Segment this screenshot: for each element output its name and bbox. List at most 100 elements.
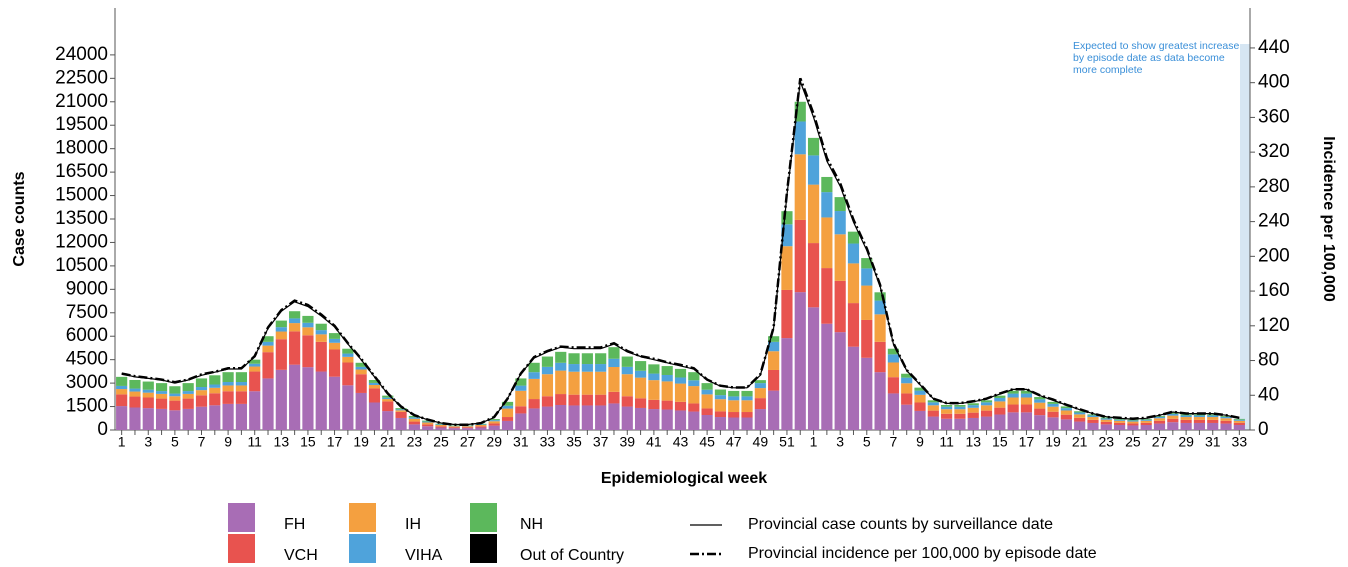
x-tick-label: 37: [593, 434, 609, 450]
bar-segment: [422, 422, 434, 425]
bar-segment: [1140, 418, 1152, 420]
bar-segment: [714, 417, 727, 430]
bar-segment: [515, 378, 527, 386]
bar-segment: [342, 353, 354, 357]
bar-segment: [1127, 425, 1139, 430]
bar-segment: [1114, 424, 1126, 430]
bar-segment: [209, 387, 221, 394]
bar-segment: [142, 392, 154, 398]
bar-segment: [768, 369, 780, 391]
bar-segment: [1074, 414, 1086, 418]
bar-segment: [768, 390, 780, 430]
bar-segment: [634, 377, 647, 399]
bar-segment: [116, 389, 128, 395]
legend-label: VIHA: [405, 547, 443, 564]
bar-segment: [581, 364, 593, 372]
bar-segment: [1034, 399, 1046, 403]
bar-segment: [781, 224, 793, 247]
bar-segment: [289, 311, 301, 319]
bar-segment: [794, 154, 806, 220]
x-tick-label: 13: [274, 434, 290, 450]
y2-tick-label: 0: [1258, 419, 1269, 440]
bar-segment: [1060, 419, 1072, 430]
bar-segment: [262, 378, 274, 430]
bar-segment: [515, 390, 527, 407]
bar-segment: [488, 423, 500, 426]
bar-segment: [116, 376, 128, 386]
bar-segment: [901, 383, 913, 394]
x-tick-label: 29: [486, 434, 502, 450]
bar-segment: [488, 421, 500, 424]
bar-segment: [541, 356, 554, 367]
bar-segment: [342, 385, 354, 430]
y-tick-label: 21000: [55, 91, 108, 112]
y2-axis-label: Incidence per 100,000: [1320, 136, 1337, 302]
bar-segment: [195, 387, 208, 391]
bar-segment: [315, 341, 327, 372]
bar-segment: [1007, 397, 1019, 405]
bar-segment: [195, 390, 208, 396]
bar-segment: [1100, 417, 1112, 419]
bar-segment: [821, 268, 833, 324]
bar-segment: [728, 396, 740, 401]
bar-segment: [515, 413, 527, 430]
bar-segment: [1220, 418, 1232, 421]
bar-segment: [155, 408, 168, 430]
bar-segment: [262, 341, 274, 346]
bar-segment: [914, 402, 926, 411]
bar-segment: [555, 404, 567, 430]
bar-segment: [555, 370, 567, 395]
bar-segment: [568, 405, 580, 430]
bar-segment: [887, 393, 899, 430]
bar-segment: [648, 409, 660, 430]
bar-segment: [954, 406, 966, 410]
bar-segment: [914, 410, 926, 430]
bar-segment: [861, 268, 873, 286]
legend-label: NH: [520, 516, 543, 533]
bar-segment: [235, 391, 247, 404]
bar-segment: [754, 380, 766, 384]
bar-segment: [515, 385, 527, 391]
bar-segment: [1087, 417, 1099, 420]
bar-segment: [1047, 403, 1059, 407]
bar-segment: [435, 423, 447, 425]
bar-segment: [754, 388, 766, 399]
bar-segment: [874, 292, 886, 301]
bar-segment: [501, 420, 514, 430]
y2-tick-label: 200: [1258, 245, 1290, 266]
bar-segment: [368, 388, 381, 403]
bar-segment: [874, 341, 886, 373]
bar-segment: [714, 411, 727, 418]
bar-segment: [342, 356, 354, 363]
legend-label: Out of Country: [520, 547, 624, 564]
bar-segment: [661, 374, 673, 382]
bar-segment: [595, 364, 607, 372]
bar-segment: [781, 211, 793, 225]
y-tick-label: 13500: [55, 208, 108, 229]
x-tick-label: 1: [118, 434, 126, 450]
bar-segment: [1020, 390, 1033, 394]
bar-segment: [714, 399, 727, 412]
bar-segment: [994, 407, 1006, 415]
bar-segment: [355, 362, 367, 367]
bar-segment: [621, 406, 633, 430]
bar-segment: [302, 322, 314, 328]
x-tick-label: 5: [171, 434, 179, 450]
bar-segment: [661, 400, 673, 410]
bar-segment: [847, 243, 860, 264]
bar-segment: [435, 427, 447, 430]
bar-segment: [555, 394, 567, 405]
bar-segment: [728, 417, 740, 430]
bar-segment: [807, 184, 820, 244]
bar-segment: [701, 394, 713, 409]
bar-segment: [674, 383, 687, 402]
bar-segment: [608, 403, 620, 430]
bar-segment: [1100, 424, 1112, 430]
bar-segment: [595, 394, 607, 406]
bar-segment: [1074, 421, 1086, 430]
bar-segment: [648, 399, 660, 410]
y-tick-label: 24000: [55, 44, 108, 65]
x-tick-label: 23: [407, 434, 423, 450]
bar-segment: [1127, 423, 1139, 426]
bar-segment: [1167, 415, 1179, 419]
